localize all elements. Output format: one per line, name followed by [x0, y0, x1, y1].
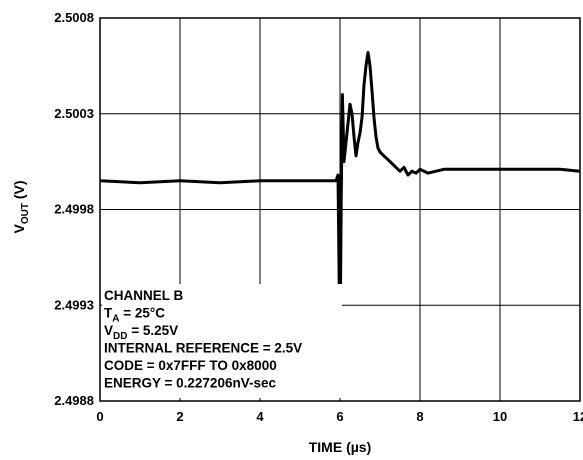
plot-border [99, 17, 581, 402]
annotation-background [102, 284, 342, 398]
annotation-text: T [104, 306, 113, 321]
y-axis-label-main: V [11, 224, 27, 234]
y-tick-labels: 2.4988 2.4993 2.4998 2.5003 2.5008 [54, 10, 94, 408]
y-axis-label-rest: (V) [11, 180, 27, 203]
annotation-line: TA = 25°C [104, 306, 165, 325]
x-tick-label: 0 [96, 409, 103, 424]
annotation-line: CODE = 0x7FFF TO 0x8000 [104, 358, 277, 373]
x-tick-label: 2 [176, 409, 183, 424]
annotation-line: CHANNEL B [104, 288, 184, 303]
y-tick-label: 2.4988 [54, 393, 94, 408]
y-tick-label: 2.4993 [54, 297, 94, 312]
annotation-text-rest: = 25°C [119, 306, 165, 321]
annotation-text: CODE = 0x7FFF TO 0x8000 [104, 358, 277, 373]
annotation-subscript: DD [113, 331, 127, 342]
annotation-text: ENERGY = 0.227206nV-sec [104, 376, 276, 391]
x-tick-label: 10 [493, 409, 507, 424]
x-tick-labels: 0 2 4 6 8 10 12 [96, 409, 583, 424]
x-tick-label: 6 [336, 409, 343, 424]
annotation-line: ENERGY = 0.227206nV-sec [104, 376, 276, 391]
y-tick-label: 2.4998 [54, 202, 94, 217]
x-tick-label: 4 [256, 409, 264, 424]
y-axis-label-sub: OUT [20, 203, 31, 224]
svg-text:VOUT (V): VOUT (V) [11, 180, 31, 233]
y-tick-label: 2.5008 [54, 10, 94, 25]
plot-frame [99, 17, 581, 402]
y-tick-label: 2.5003 [54, 106, 94, 121]
annotation-line: VDD = 5.25V [104, 323, 178, 342]
annotation-subscript: A [112, 314, 119, 325]
annotation-text-rest: = 5.25V [127, 323, 178, 338]
x-tick-label: 12 [573, 409, 583, 424]
y-axis-label: VOUT (V) [11, 180, 31, 233]
annotation-text: CHANNEL B [104, 288, 184, 303]
x-tick-label: 8 [416, 409, 423, 424]
annotation-text: INTERNAL REFERENCE = 2.5V [104, 341, 302, 356]
x-axis-label: TIME (µs) [309, 439, 372, 455]
annotation-line: INTERNAL REFERENCE = 2.5V [104, 341, 302, 356]
annotation-text: V [104, 323, 113, 338]
